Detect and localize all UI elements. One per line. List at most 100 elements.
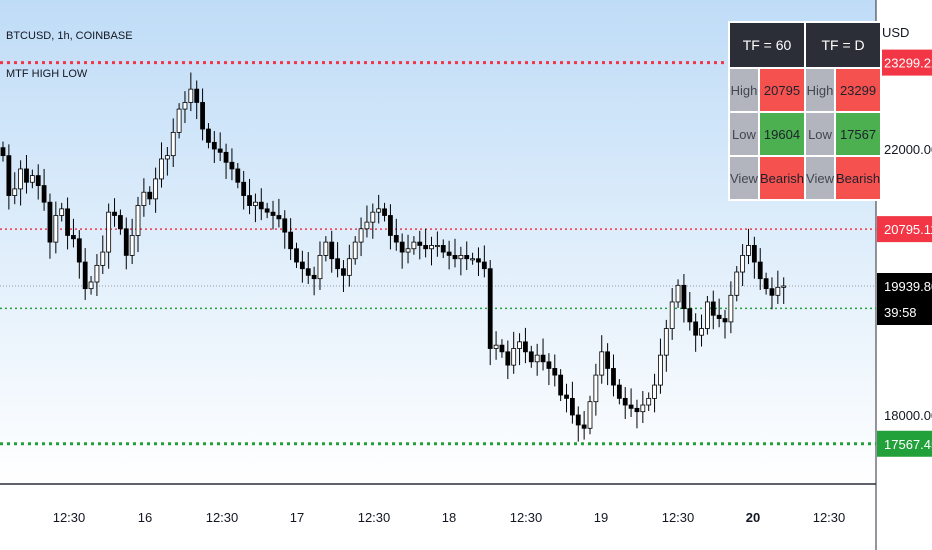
candle-80 [470, 252, 476, 265]
candle-98 [575, 406, 581, 442]
candle-76 [446, 240, 452, 270]
candle-31 [182, 91, 188, 124]
candle-13 [76, 230, 82, 279]
candle-body-43 [253, 201, 258, 206]
countdown-text: 39:58 [884, 305, 917, 320]
candle-body-78 [458, 254, 464, 260]
candle-113 [663, 319, 669, 372]
x-tick-label-6: 12:30 [510, 510, 543, 525]
candle-64 [376, 194, 382, 224]
candle-body-68 [399, 241, 405, 253]
candle-118 [693, 313, 699, 352]
table-label-high: High [728, 67, 760, 113]
candle-4 [24, 154, 29, 194]
candle-body-46 [270, 211, 276, 216]
candle-123 [722, 309, 728, 339]
candle-body-120 [705, 301, 710, 329]
candle-body-125 [734, 271, 740, 296]
table-label-view-d: View [804, 155, 836, 201]
candle-body-59 [346, 258, 352, 276]
candle-59 [346, 244, 352, 287]
candle-body-103 [605, 351, 611, 369]
candle-35 [206, 123, 211, 149]
level-label-0-box [877, 49, 932, 76]
indicator-title[interactable]: MTF HIGH LOW [6, 68, 88, 80]
candle-67 [393, 218, 399, 251]
candle-39 [229, 148, 235, 181]
candle-102 [599, 335, 605, 384]
candle-body-110 [646, 397, 652, 406]
candle-body-114 [669, 301, 675, 329]
candle-body-25 [147, 191, 153, 200]
candle-body-32 [188, 88, 194, 103]
candle-body-28 [164, 155, 170, 160]
candle-114 [669, 287, 675, 340]
candle-body-87 [511, 348, 517, 366]
candle-6 [35, 164, 41, 200]
candle-103 [605, 343, 611, 386]
candle-body-13 [76, 238, 82, 263]
candle-37 [217, 132, 223, 161]
time-axis[interactable]: 12:30 16 12:30 17 12:30 18 12:30 19 12:30 20 12:30 [53, 510, 846, 525]
candle-27 [159, 142, 164, 188]
candle-63 [370, 203, 376, 239]
candle-body-133 [781, 285, 787, 288]
candle-87 [511, 331, 517, 374]
candle-body-116 [681, 284, 687, 310]
table-header-tfd: TF = D [804, 21, 883, 69]
candle-body-20 [118, 215, 123, 230]
candle-body-72 [423, 245, 429, 250]
candle-body-7 [41, 185, 47, 203]
x-tick-label-8: 12:30 [662, 510, 695, 525]
candle-71 [417, 230, 423, 260]
candle-34 [200, 88, 205, 141]
candle-89 [523, 327, 528, 364]
candle-body-53 [311, 274, 317, 280]
candle-17 [100, 235, 106, 275]
candle-88 [517, 333, 522, 366]
candle-body-62 [364, 221, 370, 230]
table-cell-view-d: Bearish [833, 155, 883, 201]
candle-body-57 [335, 258, 340, 270]
candle-body-3 [18, 168, 24, 190]
last-price-label-box [877, 273, 932, 300]
candle-body-93 [546, 361, 552, 369]
table-label-view: View [728, 155, 760, 201]
candle-body-2 [12, 188, 18, 196]
candle-body-37 [217, 148, 223, 153]
candle-body-0 [0, 147, 6, 157]
candle-40 [235, 162, 241, 189]
candle-body-15 [88, 281, 94, 290]
candle-36 [211, 131, 217, 163]
candle-92 [540, 338, 546, 371]
candle-19 [112, 198, 117, 227]
level-label-1-text: 20795.11 [884, 222, 932, 237]
candle-131 [769, 277, 775, 310]
table-header-tf60: TF = 60 [727, 21, 807, 69]
candle-body-24 [141, 191, 147, 206]
candle-body-6 [35, 175, 41, 186]
candle-73 [429, 236, 434, 266]
candle-body-76 [446, 251, 452, 256]
candle-body-34 [200, 102, 205, 130]
candle-body-54 [317, 254, 323, 280]
candle-body-128 [751, 245, 757, 263]
candle-75 [440, 239, 446, 259]
candle-116 [681, 274, 687, 323]
candle-129 [757, 248, 763, 290]
symbol-title[interactable]: BTCUSD, 1h, COINBASE [6, 30, 133, 42]
candle-69 [405, 234, 411, 264]
candle-body-31 [182, 102, 188, 110]
candle-82 [481, 245, 487, 278]
candle-body-129 [757, 261, 763, 280]
candle-body-33 [194, 88, 200, 103]
candle-51 [299, 250, 305, 283]
candle-body-1 [6, 155, 12, 196]
x-tick-label-10: 12:30 [813, 510, 846, 525]
candle-97 [569, 381, 575, 424]
price-axis[interactable]: USD 18000.0022000.0023299.2220795.111960… [877, 25, 932, 457]
candle-body-48 [282, 218, 288, 233]
candle-body-130 [763, 278, 769, 290]
candle-body-5 [29, 175, 35, 183]
level-label-3-box [877, 430, 932, 457]
